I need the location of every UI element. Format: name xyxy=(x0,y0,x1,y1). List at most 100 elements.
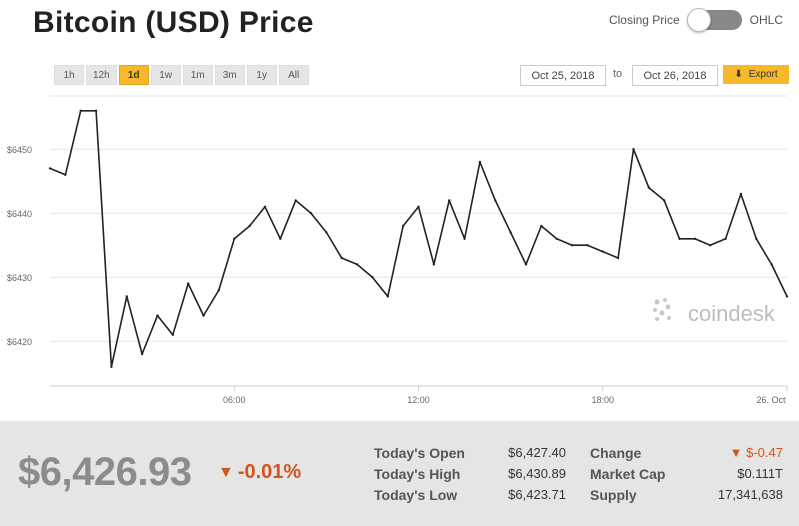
range-button-1y[interactable]: 1y xyxy=(246,65,277,85)
price-data-point[interactable] xyxy=(110,365,113,368)
price-data-point[interactable] xyxy=(662,199,666,202)
range-button-12h[interactable]: 12h xyxy=(86,65,117,85)
todays-low-value: $6,423.71 xyxy=(508,487,566,502)
toggle-knob[interactable] xyxy=(686,8,711,32)
price-data-point[interactable] xyxy=(785,295,789,298)
price-data-point[interactable] xyxy=(140,352,144,356)
price-data-point[interactable] xyxy=(739,192,743,196)
down-triangle-icon: ▼ xyxy=(218,463,234,481)
todays-low-label: Today's Low xyxy=(374,487,458,503)
supply-label: Supply xyxy=(590,487,637,503)
price-data-point[interactable] xyxy=(371,276,374,279)
percent-change-value: -0.01% xyxy=(237,461,302,483)
price-data-point[interactable] xyxy=(156,314,159,317)
price-data-point[interactable] xyxy=(125,295,128,298)
price-data-point[interactable] xyxy=(79,109,82,112)
supply-value: 17,341,638 xyxy=(717,487,783,502)
price-data-point[interactable] xyxy=(724,237,727,240)
price-data-point[interactable] xyxy=(509,231,512,234)
price-data-point[interactable] xyxy=(647,186,651,189)
price-data-point[interactable] xyxy=(309,212,313,215)
price-data-point[interactable] xyxy=(463,237,466,240)
down-triangle-small-icon: ▼ xyxy=(729,445,747,460)
price-data-point[interactable] xyxy=(64,173,67,176)
x-tick-label: 26. Oct xyxy=(756,395,786,405)
price-data-point[interactable] xyxy=(202,314,205,317)
price-data-point[interactable] xyxy=(340,256,343,260)
price-data-point[interactable] xyxy=(678,237,681,240)
range-button-1h[interactable]: 1h xyxy=(54,65,84,85)
x-tick-label: 18:00 xyxy=(591,395,614,405)
price-data-point[interactable] xyxy=(601,250,604,253)
price-data-point[interactable] xyxy=(48,167,52,170)
price-data-point[interactable] xyxy=(263,205,267,208)
todays-open-label: Today's Open xyxy=(374,445,465,461)
price-data-point[interactable] xyxy=(171,333,175,336)
change-amount: $-0.47 xyxy=(746,445,783,460)
time-range-selector: 1h 12h 1d 1w 1m 3m 1y All xyxy=(54,65,309,85)
price-data-point[interactable] xyxy=(233,237,236,240)
range-button-1d[interactable]: 1d xyxy=(118,65,149,85)
range-button-3m[interactable]: 3m xyxy=(214,65,245,85)
price-data-point[interactable] xyxy=(432,263,436,266)
price-mode-toggle-group: Closing Price OHLC xyxy=(608,8,783,32)
ohlc-label: OHLC xyxy=(749,13,783,27)
x-tick-label: 12:00 xyxy=(407,395,430,405)
closing-price-label: Closing Price xyxy=(608,13,680,27)
price-data-point[interactable] xyxy=(478,160,482,164)
range-button-1w[interactable]: 1w xyxy=(150,65,181,85)
price-data-point[interactable] xyxy=(355,263,359,266)
summary-panel: $6,426.93 ▼ -0.01% Today's Open $6,427.4… xyxy=(0,421,799,526)
price-data-point[interactable] xyxy=(494,199,497,202)
price-data-point[interactable] xyxy=(248,224,251,228)
price-data-point[interactable] xyxy=(616,256,620,260)
x-tick-label: 06:00 xyxy=(223,395,246,405)
price-data-point[interactable] xyxy=(448,199,451,202)
todays-open-value: $6,427.40 xyxy=(508,445,566,460)
current-price: $6,426.93 xyxy=(18,450,192,494)
date-to-label: to xyxy=(613,68,623,80)
price-data-point[interactable] xyxy=(94,109,98,112)
price-data-point[interactable] xyxy=(586,244,589,247)
price-data-point[interactable] xyxy=(279,237,282,240)
date-to-input[interactable]: Oct 26, 2018 xyxy=(632,65,718,86)
date-from-input[interactable]: Oct 25, 2018 xyxy=(520,65,606,86)
price-data-point[interactable] xyxy=(294,199,297,202)
coindesk-logo-icon xyxy=(653,298,671,321)
price-data-point[interactable] xyxy=(325,231,328,234)
download-arrow-icon: ⬇ xyxy=(734,69,743,80)
change-value: ▼ $-0.47 xyxy=(680,445,783,460)
price-data-point[interactable] xyxy=(524,263,528,266)
price-data-point[interactable] xyxy=(217,288,221,292)
coindesk-watermark: coindesk xyxy=(688,301,776,326)
change-label: Change xyxy=(590,445,642,461)
price-data-point[interactable] xyxy=(386,295,389,298)
price-data-point[interactable] xyxy=(709,244,712,247)
market-cap-value: $0.111T xyxy=(737,466,783,481)
price-data-point[interactable] xyxy=(401,224,405,228)
todays-high-label: Today's High xyxy=(374,466,461,482)
y-tick-label: $6430 xyxy=(7,273,32,283)
export-label: Export xyxy=(748,69,778,80)
market-cap-label: Market Cap xyxy=(590,466,666,482)
todays-high-value: $6,430.89 xyxy=(508,466,566,481)
price-data-point[interactable] xyxy=(770,263,773,266)
price-data-point[interactable] xyxy=(570,244,574,247)
price-data-point[interactable] xyxy=(540,224,543,228)
price-data-point[interactable] xyxy=(755,237,758,240)
page-title: Bitcoin (USD) Price xyxy=(33,6,314,39)
export-button[interactable]: ⬇ Export xyxy=(723,65,789,84)
range-button-1m[interactable]: 1m xyxy=(182,65,213,85)
y-tick-label: $6440 xyxy=(7,209,32,219)
price-chart[interactable]: $6450 $6440 $6430 $6420 06:00 12:00 18:00 26. … xyxy=(0,90,799,420)
price-data-point[interactable] xyxy=(417,205,420,208)
price-mode-toggle[interactable] xyxy=(686,8,742,32)
price-data-point[interactable] xyxy=(693,237,697,240)
price-data-point[interactable] xyxy=(555,237,558,240)
y-tick-label: $6450 xyxy=(7,145,32,155)
y-tick-label: $6420 xyxy=(7,337,32,347)
range-button-all[interactable]: All xyxy=(278,65,309,85)
percent-change: ▼ -0.01% xyxy=(218,461,301,484)
price-data-point[interactable] xyxy=(632,148,635,151)
price-data-point[interactable] xyxy=(186,282,190,285)
